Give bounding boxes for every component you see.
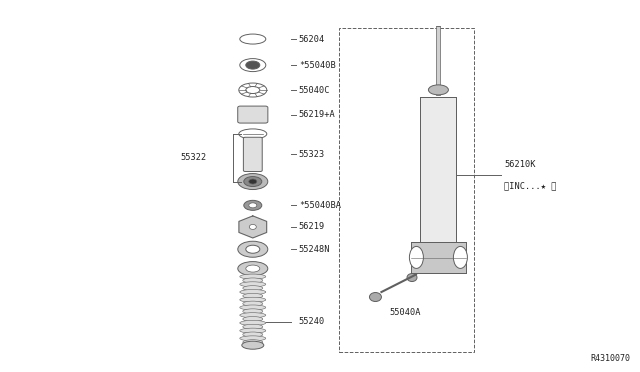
Text: 55248N: 55248N	[299, 245, 330, 254]
Polygon shape	[239, 216, 267, 238]
Ellipse shape	[246, 61, 260, 69]
Text: 56219+A: 56219+A	[299, 110, 335, 119]
Ellipse shape	[243, 340, 263, 345]
Ellipse shape	[428, 85, 449, 95]
FancyBboxPatch shape	[411, 242, 466, 273]
Ellipse shape	[240, 305, 266, 310]
Text: 56210K: 56210K	[504, 160, 536, 169]
Ellipse shape	[240, 320, 266, 326]
Text: 56219: 56219	[299, 222, 325, 231]
Text: *55040B: *55040B	[299, 61, 335, 70]
Text: 55040A: 55040A	[389, 308, 421, 317]
Ellipse shape	[244, 201, 262, 210]
Ellipse shape	[240, 289, 266, 295]
Ellipse shape	[238, 173, 268, 190]
Ellipse shape	[243, 332, 263, 337]
Ellipse shape	[250, 224, 256, 230]
Ellipse shape	[243, 317, 263, 321]
FancyBboxPatch shape	[237, 106, 268, 123]
Ellipse shape	[240, 313, 266, 318]
Ellipse shape	[407, 273, 417, 282]
FancyBboxPatch shape	[436, 26, 440, 95]
Ellipse shape	[243, 294, 263, 298]
Text: 〈INC...★ 〉: 〈INC...★ 〉	[504, 181, 557, 190]
Ellipse shape	[246, 265, 260, 272]
Ellipse shape	[243, 278, 263, 283]
Text: 55323: 55323	[299, 150, 325, 159]
Ellipse shape	[453, 246, 467, 269]
Text: R4310070: R4310070	[590, 354, 630, 363]
Ellipse shape	[240, 282, 266, 287]
Text: 55240: 55240	[299, 317, 325, 326]
Ellipse shape	[244, 177, 262, 186]
Ellipse shape	[246, 245, 260, 253]
Ellipse shape	[243, 324, 263, 329]
Text: 55322: 55322	[181, 153, 207, 162]
Text: *55040BA: *55040BA	[299, 201, 341, 210]
Ellipse shape	[238, 262, 268, 276]
Text: 55040C: 55040C	[299, 86, 330, 94]
Ellipse shape	[243, 301, 263, 306]
Ellipse shape	[238, 241, 268, 257]
FancyBboxPatch shape	[420, 97, 456, 242]
Ellipse shape	[369, 292, 381, 302]
Ellipse shape	[242, 341, 264, 349]
Ellipse shape	[240, 297, 266, 302]
Ellipse shape	[249, 179, 257, 184]
Ellipse shape	[240, 274, 266, 279]
Ellipse shape	[243, 286, 263, 291]
Ellipse shape	[410, 246, 424, 269]
Ellipse shape	[249, 203, 257, 208]
Text: 56204: 56204	[299, 35, 325, 44]
FancyBboxPatch shape	[243, 137, 262, 171]
Ellipse shape	[243, 309, 263, 314]
Ellipse shape	[240, 336, 266, 341]
Ellipse shape	[240, 328, 266, 333]
